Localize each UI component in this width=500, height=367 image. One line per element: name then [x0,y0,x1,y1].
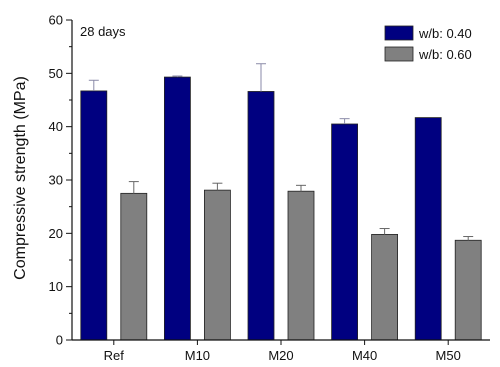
bar-m40-series-1 [331,123,359,341]
bar-m20-series-2 [287,190,315,341]
x-tick-label-m20: M20 [268,348,293,363]
bar-m50-series-2 [454,239,482,341]
x-tick-label-m40: M40 [352,348,377,363]
legend-swatch-series-1 [384,25,414,41]
bar-ref-series-2 [120,192,148,341]
x-tick-label-ref: Ref [104,348,125,363]
y-tick-label-60: 60 [49,13,63,28]
x-tick-label-m50: M50 [436,348,461,363]
annotation-text: 28 days [80,24,126,39]
legend-label-series-2: w/b: 0.60 [418,47,472,62]
y-tick-label-0: 0 [56,333,63,348]
bar-m20-series-1 [247,91,275,341]
ticks-layer: Ref M10 M20 M40 M50 0 10 20 30 40 50 60 [49,13,461,364]
bar-m10-series-1 [163,76,191,341]
y-tick-label-20: 20 [49,226,63,241]
y-axis-title: Compressive strength (MPa) [12,76,29,280]
legend: w/b: 0.40 w/b: 0.60 [384,25,472,62]
bar-ref-series-1 [80,90,108,341]
bar-m10-series-2 [203,189,231,341]
y-tick-label-40: 40 [49,119,63,134]
y-tick-label-10: 10 [49,279,63,294]
x-tick-label-m10: M10 [185,348,210,363]
legend-label-series-1: w/b: 0.40 [418,26,472,41]
bars-layer [80,76,482,341]
y-tick-label-50: 50 [49,66,63,81]
legend-swatch-series-2 [384,46,414,62]
error-bars-layer [88,63,474,241]
bar-m40-series-2 [371,233,399,341]
bar-m50-series-1 [414,117,442,341]
y-tick-label-30: 30 [49,173,63,188]
